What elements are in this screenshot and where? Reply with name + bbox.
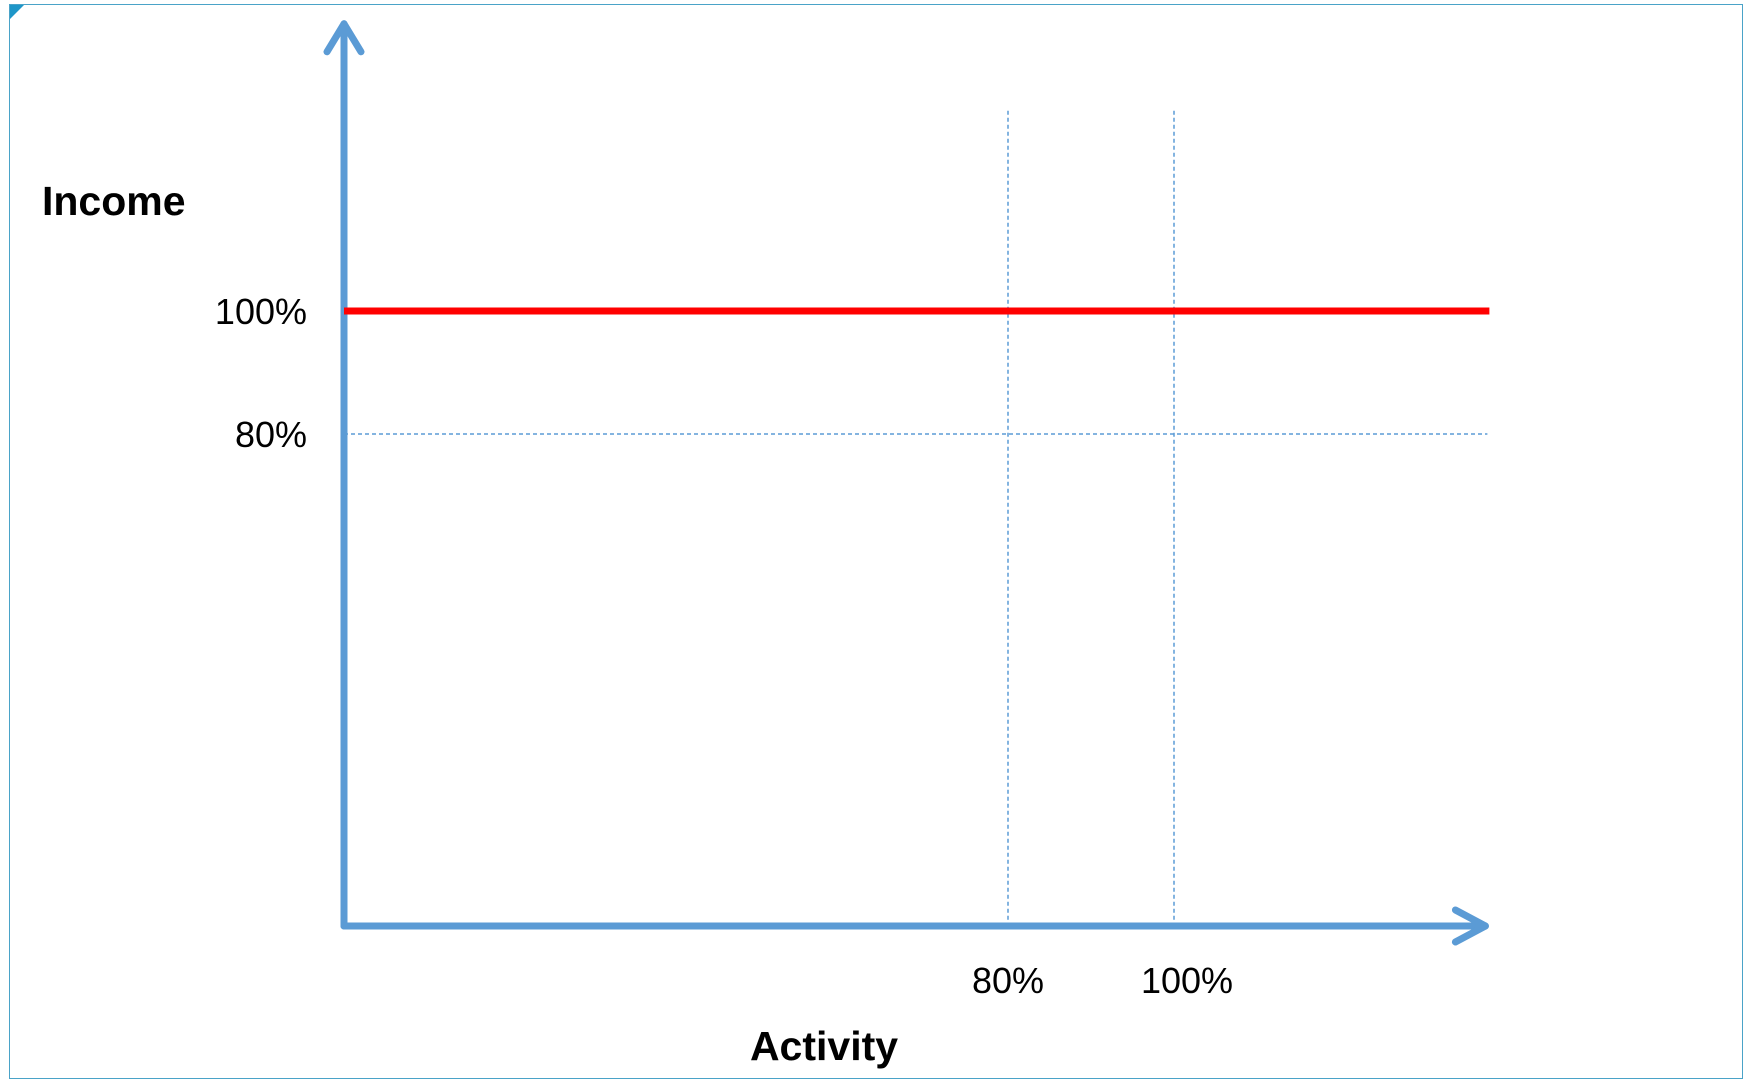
y-tick-label: 100% [215,291,307,332]
corner-marker [10,5,24,19]
y-tick-label: 80% [235,414,307,455]
x-axis-title: Activity [750,1023,898,1069]
x-axis-arrowhead [1451,906,1489,946]
reference-lines [344,110,1488,926]
x-tick-labels: 80% 100% [972,960,1233,1001]
y-tick-labels: 100% 80% [215,291,307,455]
x-tick-label: 80% [972,960,1044,1001]
x-tick-label: 100% [1141,960,1233,1001]
y-axis-arrowhead [323,20,365,56]
chart-frame [9,4,1743,1079]
axes [323,20,1489,946]
y-axis-title: Income [42,178,186,224]
